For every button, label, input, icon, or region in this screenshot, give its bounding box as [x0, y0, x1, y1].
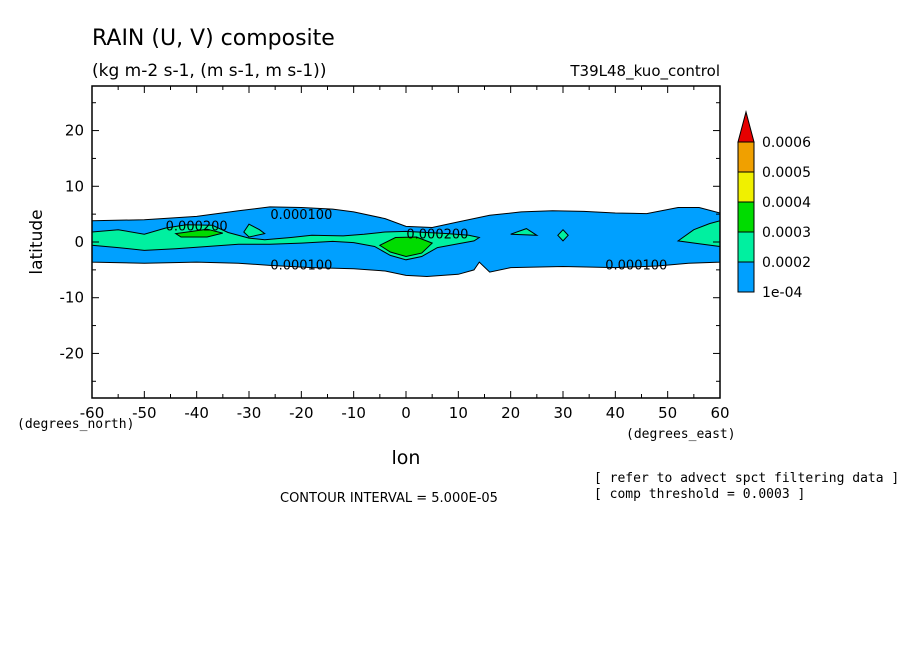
x-tick-label-8: 20	[501, 404, 520, 422]
x-tick-label-7: 10	[449, 404, 468, 422]
colorbar-label-5: 0.0006	[762, 135, 811, 151]
colorbar-label-1: 0.0002	[762, 255, 811, 271]
chart-title: RAIN (U, V) composite	[92, 26, 335, 51]
filtering-note: [ refer to advect spct filtering data ]	[594, 471, 899, 486]
colorbar-label-2: 0.0003	[762, 225, 811, 241]
y-tick-label-1: -10	[60, 289, 85, 307]
colorbar-swatch-1	[737, 231, 755, 263]
colorbar-swatch-4	[737, 141, 755, 173]
rain-region-6	[175, 229, 223, 237]
x-tick-label-4: -20	[289, 404, 314, 422]
x-tick-label-1: -50	[132, 404, 157, 422]
contour-line-2	[243, 223, 266, 238]
colorbar-label-3: 0.0004	[762, 195, 811, 211]
y-axis-ticks: -20 -10 0 10 20	[60, 102, 720, 382]
y-unit-label: (degrees_north)	[17, 417, 134, 432]
x-tick-label-3: -30	[237, 404, 262, 422]
x-tick-label-6: 0	[401, 404, 411, 422]
x-tick-label-2: -40	[184, 404, 209, 422]
contour-label-2: 0.000100	[270, 258, 332, 273]
x-tick-label-9: 30	[553, 404, 572, 422]
contour-line-3	[510, 228, 539, 236]
x-unit-label: (degrees_east)	[626, 427, 736, 442]
x-tick-label-10: 40	[606, 404, 625, 422]
chart-subtitle: (kg m-2 s-1, (m s-1, m s-1))	[92, 61, 326, 81]
x-tick-label-11: 50	[658, 404, 677, 422]
contour-line-6	[174, 228, 223, 238]
y-tick-label-4: 20	[65, 122, 84, 140]
contour-interval-note: CONTOUR INTERVAL = 5.000E-05	[280, 491, 498, 506]
colorbar-label-0: 1e-04	[762, 285, 802, 301]
y-axis-title: latitude	[27, 209, 47, 274]
colorbar-swatch-2	[737, 201, 755, 233]
contour-label-4: 0.000100	[605, 258, 667, 273]
x-tick-label-12: 60	[710, 404, 729, 422]
y-tick-label-0: -20	[60, 344, 85, 362]
contour-line-4	[557, 228, 569, 242]
colorbar: 1e-04 0.0002 0.0003 0.0004 0.0005 0.0006	[737, 110, 811, 301]
colorbar-swatch-0	[737, 261, 755, 293]
contour-line-1	[91, 224, 481, 261]
colorbar-label-4: 0.0005	[762, 165, 811, 181]
x-tick-label-5: -10	[341, 404, 366, 422]
colorbar-swatch-3	[737, 171, 755, 203]
contour-label-1: 0.000100	[270, 208, 332, 223]
rain-region-5	[678, 220, 720, 247]
x-axis-ticks: -60 -50 -40 -30 -20 -10 0 10 20 30 40 50 60	[80, 86, 730, 422]
colorbar-extend-arrow	[737, 110, 755, 143]
rain-region-3	[510, 228, 537, 236]
contour-labels: 0.000200 0.000100 0.000100 0.000200 0.000100	[166, 208, 668, 273]
contour-line-7	[378, 236, 434, 258]
contour-label-3: 0.000200	[406, 228, 468, 243]
contour-label-0: 0.000200	[166, 219, 228, 234]
x-tick-label-0: -60	[80, 404, 105, 422]
threshold-note: [ comp threshold = 0.0003 ]	[594, 487, 805, 502]
x-axis-title: lon	[392, 447, 421, 469]
rain-region-2	[243, 224, 265, 237]
rain-region-7	[379, 237, 433, 257]
run-label: T39L48_kuo_control	[569, 62, 720, 81]
y-tick-label-3: 10	[65, 177, 84, 195]
y-tick-label-2: 0	[74, 233, 84, 251]
plot-area: 0.000200 0.000100 0.000100 0.000200 0.000100…	[60, 85, 730, 422]
